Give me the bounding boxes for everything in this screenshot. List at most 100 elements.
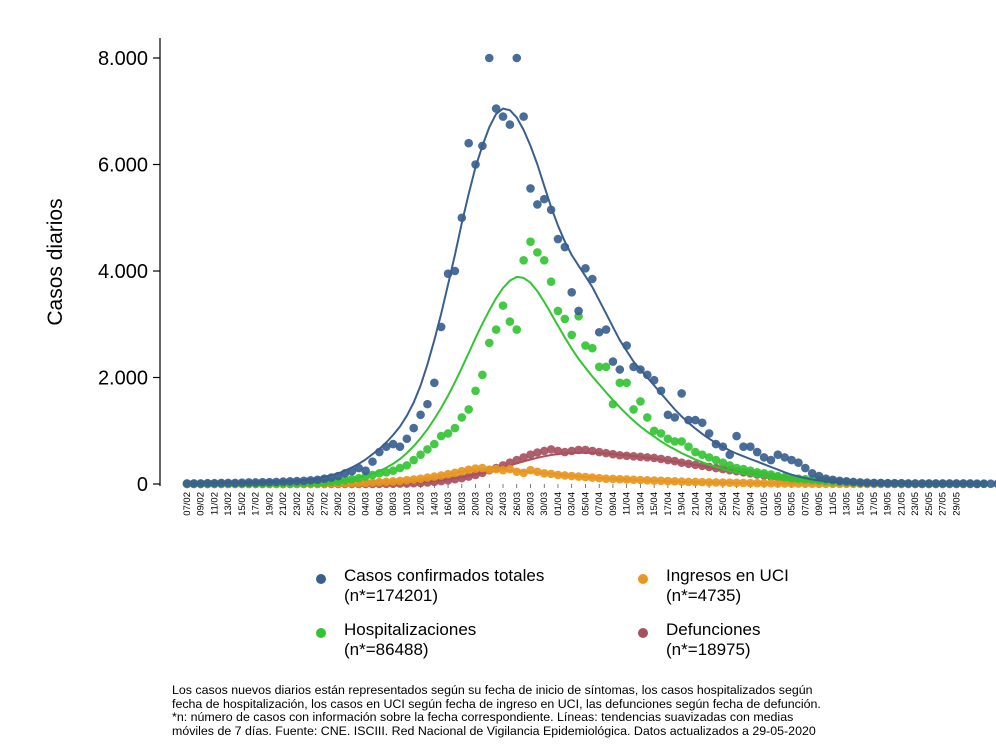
data-point [649, 426, 659, 436]
data-point [704, 453, 714, 462]
footnote-line: Los casos nuevos diarios están represent… [172, 684, 813, 697]
x-tick-label: 08/03 [388, 492, 399, 516]
data-point [594, 362, 604, 372]
data-point [615, 378, 625, 388]
x-tick-label: 15/05 [855, 492, 866, 516]
data-point [539, 194, 549, 204]
legend-count: (n*=4735) [666, 586, 742, 605]
data-point [780, 453, 789, 462]
data-point [526, 450, 535, 460]
legend-marker-icon [638, 574, 648, 584]
legend-label: Ingresos en UCI [666, 566, 789, 585]
data-point [787, 455, 796, 465]
x-tick-label: 23/02 [292, 492, 303, 516]
x-tick-label: 04/03 [361, 492, 372, 516]
x-tick-label: 29/02 [333, 492, 344, 516]
data-point [560, 314, 570, 324]
x-tick-label: 30/03 [539, 492, 550, 516]
legend-count: (n*=174201) [344, 586, 439, 605]
data-point [993, 479, 996, 488]
data-point [588, 343, 597, 353]
data-point [519, 112, 528, 121]
data-point [409, 455, 419, 465]
legend-label: Hospitalizaciones [344, 620, 477, 639]
data-point [663, 410, 673, 420]
data-point [670, 437, 680, 446]
data-point [794, 458, 803, 468]
x-tick-label: 01/05 [759, 492, 770, 516]
data-point [471, 386, 480, 396]
legend-marker-icon [638, 628, 648, 638]
data-point [677, 437, 686, 446]
footnote: Los casos nuevos diarios están represent… [172, 684, 996, 738]
series-layer [182, 53, 996, 489]
data-point [443, 429, 453, 438]
data-point [581, 264, 590, 273]
data-point [588, 274, 597, 284]
data-point [629, 405, 638, 414]
data-point [684, 415, 693, 425]
data-point [423, 399, 432, 409]
data-point [512, 53, 522, 63]
x-tick-label: 24/03 [498, 492, 509, 516]
data-point [711, 455, 721, 465]
x-tick-label: 26/03 [512, 492, 523, 516]
data-point [505, 317, 515, 326]
y-tick-label: 8.000 [98, 48, 148, 70]
data-point [491, 325, 501, 334]
x-tick-label: 11/04 [622, 492, 633, 515]
x-tick-label: 13/02 [223, 492, 234, 516]
data-point [553, 306, 563, 316]
data-point [491, 104, 501, 113]
x-tick-label: 27/04 [732, 492, 743, 516]
data-point [601, 362, 611, 372]
x-tick-label: 09/04 [608, 492, 619, 516]
data-point [484, 53, 494, 63]
data-point [368, 457, 377, 466]
x-tick-label: 09/02 [196, 492, 207, 516]
data-point [519, 453, 528, 462]
x-tick-label: 19/02 [264, 492, 275, 516]
series-casos-confirmados-totales [182, 53, 996, 489]
data-point [759, 453, 769, 462]
footnote-line: móviles de 7 días. Fuente: CNE. ISCIII. … [172, 723, 816, 738]
legend-count: (n*=86488) [344, 640, 429, 659]
x-tick-label: 25/04 [718, 492, 729, 516]
data-point [814, 471, 824, 481]
data-point [533, 448, 542, 457]
legend-count: (n*=18975) [666, 640, 751, 659]
data-point [773, 450, 783, 460]
data-point [704, 429, 714, 438]
x-tick-label: 06/03 [374, 492, 385, 516]
data-point [381, 467, 391, 477]
data-point [677, 389, 686, 398]
y-tick-label: 4.000 [98, 261, 148, 283]
x-tick-label: 25/02 [306, 492, 317, 516]
data-point [697, 418, 707, 428]
x-tick-label: 14/03 [429, 492, 440, 516]
data-point [457, 413, 467, 422]
x-tick-label: 07/05 [800, 492, 811, 516]
data-point [395, 463, 405, 473]
legend-label: Defunciones [666, 620, 761, 639]
data-point [484, 338, 494, 348]
data-point [526, 237, 535, 247]
data-point [601, 325, 611, 334]
data-point [718, 458, 728, 468]
x-tick-label: 05/04 [580, 492, 591, 516]
data-point [622, 378, 631, 388]
x-tick-label: 07/04 [594, 492, 605, 516]
data-point [752, 447, 762, 457]
x-tick-label: 16/03 [443, 492, 454, 516]
data-point [725, 461, 735, 470]
data-point [691, 415, 700, 425]
data-point [402, 434, 412, 444]
legend-marker-icon [316, 628, 326, 638]
data-point [436, 431, 446, 441]
x-tick-label: 13/05 [842, 492, 853, 516]
x-tick-label: 13/04 [635, 492, 646, 516]
data-point [691, 447, 700, 457]
x-tick-label: 19/05 [883, 492, 894, 516]
data-point [656, 429, 666, 438]
